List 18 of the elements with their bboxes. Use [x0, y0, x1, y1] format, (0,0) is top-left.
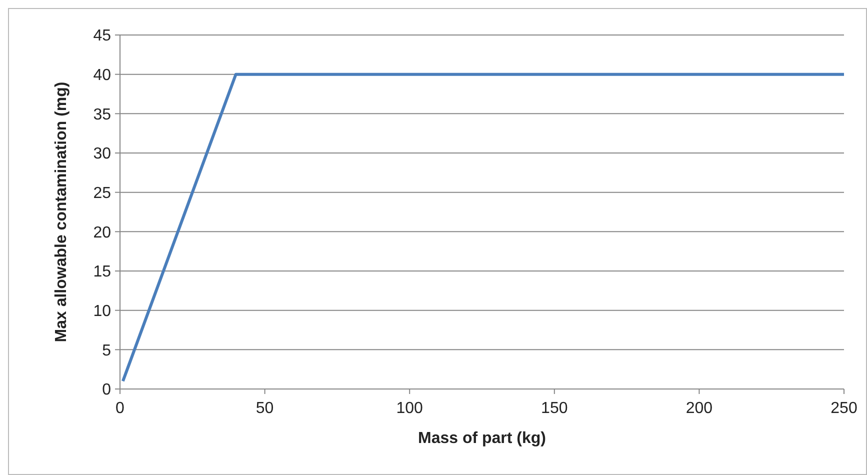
- y-axis-title: Max allowable contamination (mg): [53, 82, 70, 342]
- x-tick-label: 200: [686, 400, 713, 417]
- y-tick-label: 35: [93, 106, 112, 124]
- y-tick-label: 40: [93, 66, 112, 84]
- y-tick-label: 5: [102, 342, 112, 360]
- x-tick-label: 0: [116, 400, 125, 417]
- y-tick-label: 0: [102, 382, 112, 399]
- y-tick-label: 15: [93, 264, 112, 281]
- x-tick-label: 250: [830, 400, 858, 417]
- y-tick-label: 30: [93, 146, 112, 163]
- y-tick-label: 10: [93, 302, 112, 320]
- y-tick-label: 25: [93, 184, 112, 202]
- x-tick-label: 100: [396, 400, 424, 417]
- x-tick-label: 50: [256, 400, 274, 417]
- y-tick-label: 45: [93, 28, 112, 45]
- x-tick-label: 150: [541, 400, 568, 417]
- x-axis-title: Mass of part (kg): [418, 430, 546, 447]
- y-tick-label: 20: [93, 224, 112, 242]
